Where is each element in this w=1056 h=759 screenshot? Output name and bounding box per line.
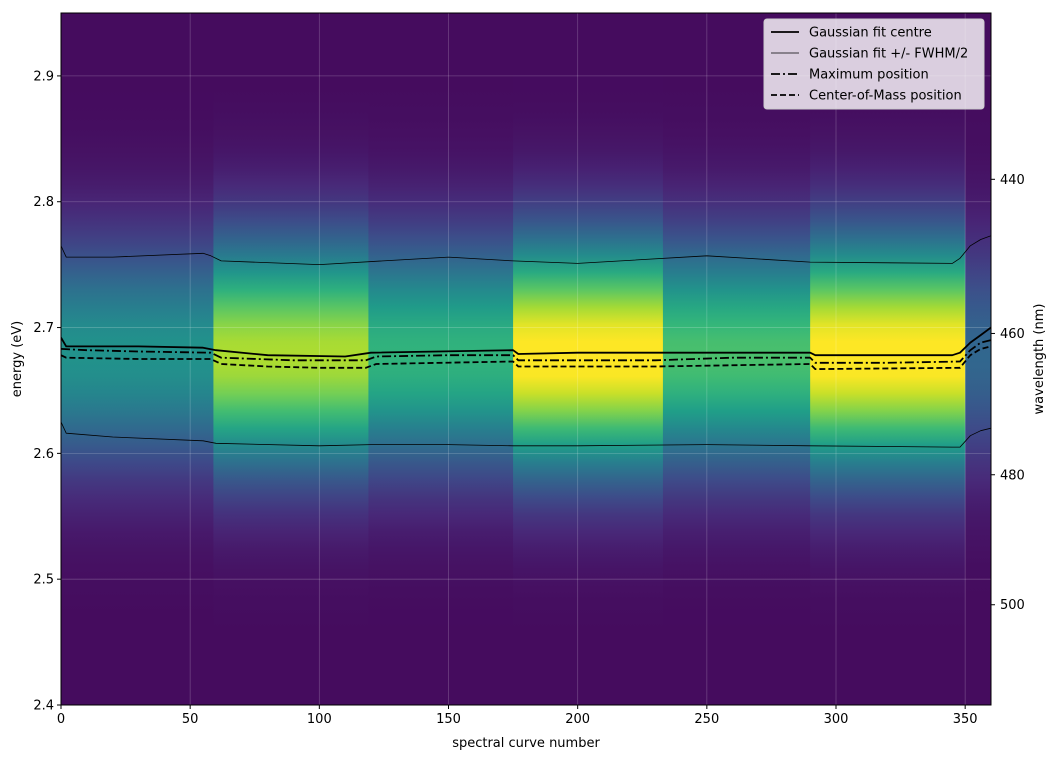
y-axis-label: energy (eV) bbox=[10, 321, 25, 397]
y2-tick-label: 440 bbox=[1000, 173, 1025, 188]
y-tick-label: 2.7 bbox=[33, 321, 54, 336]
y2-tick-label: 480 bbox=[1000, 468, 1025, 483]
x-tick-label: 250 bbox=[694, 712, 719, 727]
y-tick-label: 2.5 bbox=[33, 573, 54, 588]
plot-frame bbox=[60, 12, 992, 706]
legend-label: Gaussian fit centre bbox=[809, 26, 932, 41]
heatmap-segment bbox=[213, 13, 369, 705]
y2-tick-label: 500 bbox=[1000, 598, 1025, 613]
x-axis: 0 50 100 150 200 250 300 350 bbox=[57, 705, 978, 727]
legend: Gaussian fit centre Gaussian fit +/- FWHM… bbox=[763, 18, 985, 110]
heatmap-segment bbox=[368, 13, 514, 705]
y2-axis-label: wavelength (nm) bbox=[1032, 304, 1047, 415]
y-tick-label: 2.6 bbox=[33, 447, 54, 462]
series-line bbox=[61, 345, 991, 371]
x-tick-label: 350 bbox=[953, 712, 978, 727]
x-axis-label: spectral curve number bbox=[452, 736, 600, 751]
heatmap-segment bbox=[662, 13, 811, 705]
series-line bbox=[61, 326, 991, 358]
y-axis: 2.4 2.5 2.6 2.7 2.8 2.9 bbox=[33, 69, 61, 714]
x-tick-label: 150 bbox=[436, 712, 461, 727]
x-tick-label: 50 bbox=[182, 712, 199, 727]
legend-label: Gaussian fit +/- FWHM/2 bbox=[809, 47, 968, 62]
y2-axis: 440 460 480 500 bbox=[991, 173, 1025, 613]
series-line bbox=[61, 339, 991, 364]
legend-label: Center-of-Mass position bbox=[809, 89, 962, 104]
y-tick-label: 2.9 bbox=[33, 69, 54, 84]
series-line bbox=[61, 421, 991, 448]
legend-label: Maximum position bbox=[809, 68, 929, 83]
y2-tick-label: 460 bbox=[1000, 327, 1025, 342]
x-tick-label: 300 bbox=[824, 712, 849, 727]
heatmap-segment bbox=[513, 13, 664, 705]
series-line bbox=[61, 235, 991, 266]
heatmap-segment bbox=[810, 13, 966, 705]
legend-box bbox=[763, 18, 985, 110]
series-lines bbox=[61, 235, 991, 448]
heatmap-segment bbox=[965, 13, 991, 705]
y-tick-label: 2.8 bbox=[33, 195, 54, 210]
x-tick-label: 100 bbox=[307, 712, 332, 727]
y-tick-label: 2.4 bbox=[33, 699, 54, 714]
heatmap-image bbox=[61, 13, 991, 705]
x-tick-label: 0 bbox=[57, 712, 65, 727]
x-tick-label: 200 bbox=[565, 712, 590, 727]
